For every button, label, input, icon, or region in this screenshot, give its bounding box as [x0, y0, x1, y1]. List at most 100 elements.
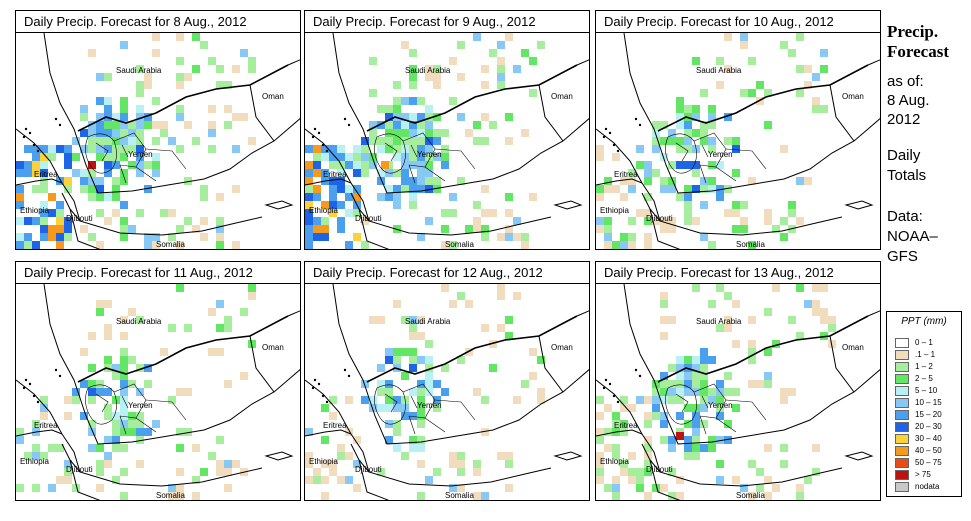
island — [638, 123, 642, 127]
precip-cell — [385, 185, 393, 193]
precip-cell — [433, 153, 441, 161]
precip-cell — [112, 372, 120, 380]
precip-cell — [313, 468, 321, 476]
precip-cell — [104, 97, 112, 105]
precip-cell — [160, 129, 168, 137]
precip-cell — [748, 89, 756, 97]
precip-cell — [120, 468, 128, 476]
precip-cell — [200, 41, 208, 49]
precip-cell — [644, 161, 652, 169]
precip-cell — [409, 65, 417, 73]
precip-cell — [329, 460, 337, 468]
precip-cell — [144, 241, 152, 249]
precip-cell — [128, 249, 136, 250]
precip-cell — [788, 500, 796, 501]
precip-cell — [120, 388, 128, 396]
precip-cell — [441, 161, 449, 169]
precip-cell — [240, 113, 248, 121]
precip-cell — [692, 420, 700, 428]
precip-cell — [732, 476, 740, 484]
precip-cell — [612, 492, 620, 500]
asof-line-1: as of: — [887, 73, 924, 90]
precip-cell — [96, 145, 104, 153]
islands — [602, 117, 642, 153]
precip-cell — [144, 380, 152, 388]
precip-cell — [345, 476, 353, 484]
forecast-map: Saudi Arabia Oman Yemen Eritrea Ethiopia Djib… — [304, 283, 590, 501]
precip-cell — [676, 388, 684, 396]
precip-cell — [168, 484, 176, 492]
precip-cell — [772, 340, 780, 348]
precip-cell — [361, 217, 369, 225]
precip-cell — [756, 380, 764, 388]
precip-cell — [700, 372, 708, 380]
precip-cell — [321, 233, 329, 241]
precip-cell — [449, 249, 457, 250]
legend-item: 1 – 2 — [895, 362, 959, 373]
precip-cell — [224, 249, 232, 250]
precip-cell — [692, 356, 700, 364]
forecast-map: Saudi Arabia Oman Yemen Eritrea Ethiopia Djib… — [304, 32, 590, 250]
precip-cell — [465, 129, 473, 137]
precip-cell — [321, 169, 329, 177]
legend-label: 0 – 1 — [915, 338, 933, 347]
precip-cell — [700, 420, 708, 428]
precip-cell — [176, 113, 184, 121]
precip-cell — [764, 444, 772, 452]
island — [634, 117, 638, 121]
precip-cell — [112, 249, 120, 250]
country-label-eritrea: Eritrea — [34, 421, 58, 430]
precip-cell — [513, 292, 521, 300]
precip-cell — [612, 484, 620, 492]
precip-grid — [16, 33, 256, 250]
precip-cell — [329, 396, 337, 404]
precip-cell — [369, 137, 377, 145]
precip-cell — [660, 316, 668, 324]
precip-cell — [417, 137, 425, 145]
precip-cell — [32, 241, 40, 249]
islands — [311, 368, 351, 404]
precip-cell — [716, 185, 724, 193]
precip-cell — [764, 348, 772, 356]
precip-cell — [120, 153, 128, 161]
precip-cell — [329, 201, 337, 209]
precip-cell — [192, 65, 200, 73]
precip-cell — [32, 185, 40, 193]
precip-cell — [692, 436, 700, 444]
precip-cell — [497, 41, 505, 49]
precip-cell — [104, 73, 112, 81]
precip-cell — [425, 340, 433, 348]
precip-cell — [16, 161, 24, 169]
coastline — [623, 33, 880, 194]
precip-cell — [369, 89, 377, 97]
precip-cell — [433, 468, 441, 476]
precip-cell — [208, 57, 216, 65]
precip-cell — [529, 89, 537, 97]
precip-cell — [684, 105, 692, 113]
precip-cell — [596, 145, 604, 153]
djibouti-border — [641, 443, 681, 500]
island — [612, 143, 616, 147]
precip-cell — [401, 137, 409, 145]
precip-cell — [700, 177, 708, 185]
precip-cell — [104, 460, 112, 468]
precip-cell — [128, 500, 136, 501]
precip-cell — [176, 105, 184, 113]
precip-cell — [684, 193, 692, 201]
precip-cell — [441, 145, 449, 153]
precip-cell — [481, 65, 489, 73]
island — [317, 131, 321, 135]
forecast-panel-4: Daily Precip. Forecast for 11 Aug., 2012… — [15, 261, 301, 501]
precip-cell — [369, 57, 377, 65]
precip-cell — [668, 436, 676, 444]
precip-cell — [481, 225, 489, 233]
precip-cell — [684, 356, 692, 364]
precip-cell — [660, 153, 668, 161]
island — [28, 131, 32, 135]
country-label-oman: Oman — [842, 343, 864, 352]
precip-cell — [796, 249, 804, 250]
precip-cell — [160, 348, 168, 356]
precip-cell — [417, 153, 425, 161]
gov-border — [85, 133, 117, 174]
country-label-eritrea: Eritrea — [323, 421, 347, 430]
